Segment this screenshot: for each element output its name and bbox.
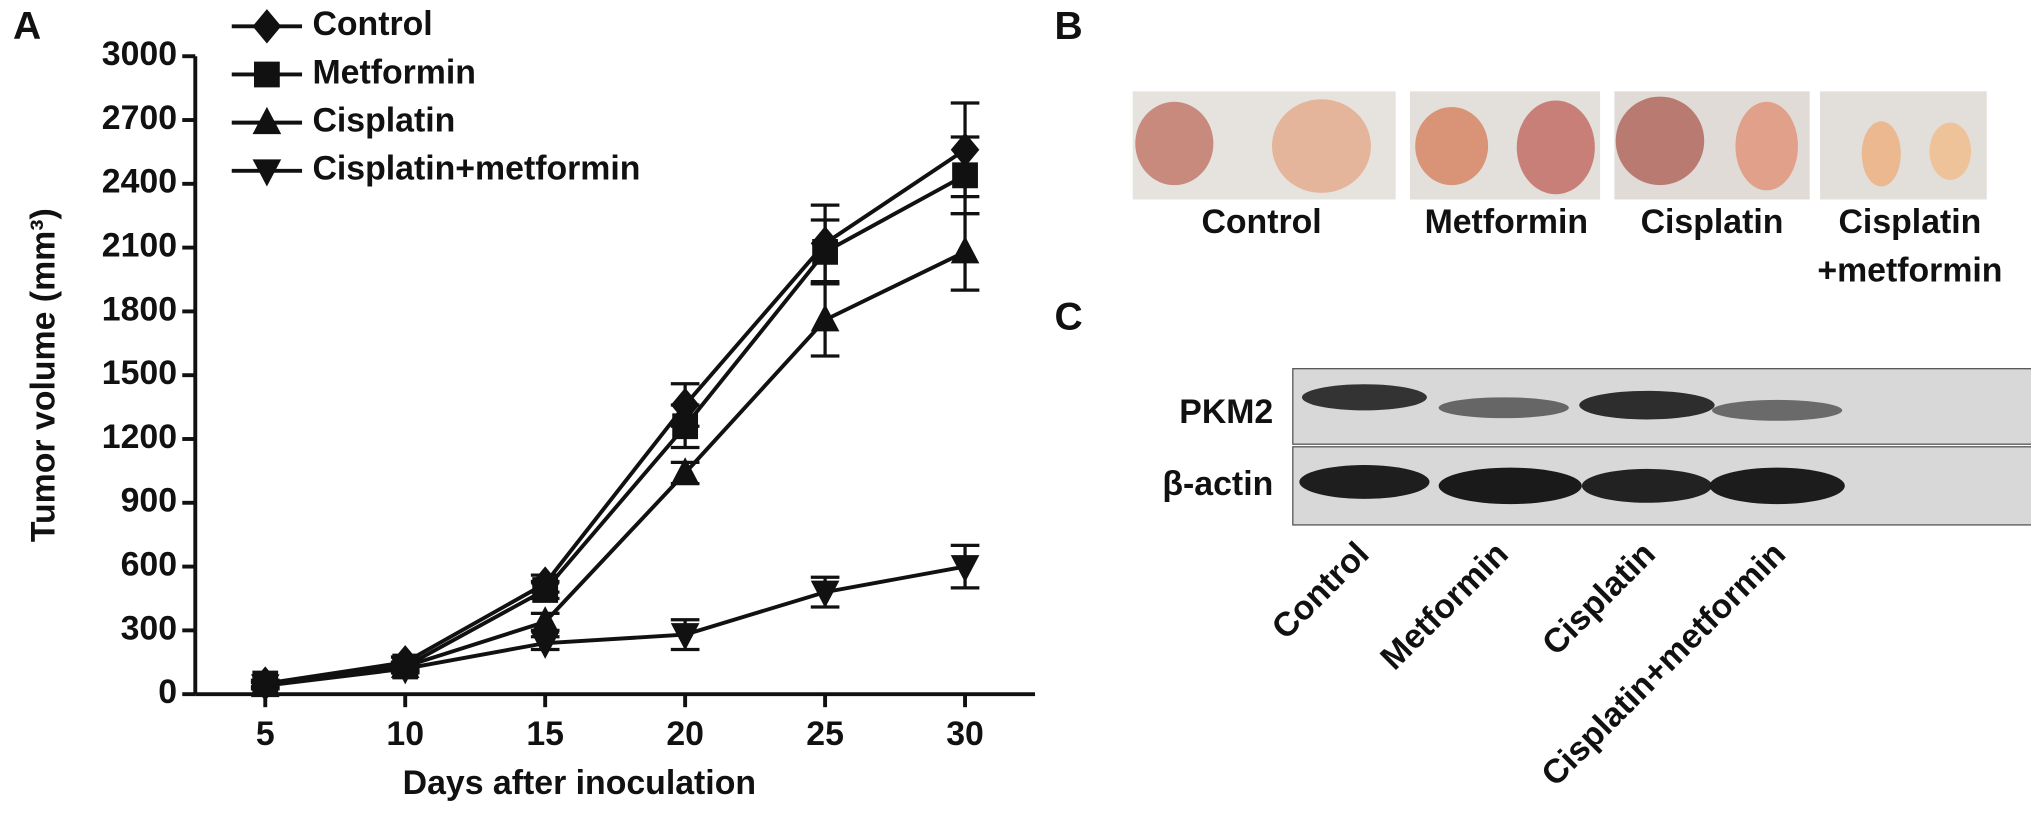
panel-label: B <box>1055 5 1083 48</box>
data-point <box>950 236 980 264</box>
series-line <box>265 250 966 688</box>
data-point <box>952 162 978 189</box>
band <box>1581 468 1713 503</box>
band <box>1579 390 1715 420</box>
data-point <box>812 238 838 265</box>
photo-label: Cisplatin <box>1838 203 1981 241</box>
data-point <box>810 304 840 332</box>
data-point <box>670 457 700 485</box>
legend-marker <box>254 61 280 88</box>
series-line <box>265 173 966 686</box>
x-tick-label: 10 <box>386 715 424 753</box>
legend-label: Metformin <box>312 53 476 91</box>
data-point <box>672 413 699 440</box>
legend-label: Cisplatin+metformin <box>312 150 640 188</box>
y-tick-label: 900 <box>121 482 177 520</box>
lane-label: Cisplatin <box>1535 535 1663 663</box>
x-tick-label: 5 <box>256 715 275 753</box>
tumor <box>1135 101 1214 186</box>
data-point <box>250 674 280 702</box>
series-line <box>264 148 967 686</box>
tumor <box>1735 101 1798 191</box>
band <box>1438 397 1569 419</box>
y-axis-title: Tumor volume (mm³) <box>25 208 63 542</box>
band <box>1299 465 1430 499</box>
series-line <box>265 564 966 688</box>
band <box>1301 384 1427 411</box>
tumor <box>1516 100 1595 195</box>
lane-label: Metformin <box>1373 535 1515 677</box>
legend-marker <box>252 9 282 44</box>
data-point <box>390 657 420 685</box>
data-point <box>530 606 560 634</box>
x-tick-label: 15 <box>526 715 564 753</box>
blot-row-label: β-actin <box>1162 465 1273 503</box>
lane-label: Control <box>1264 535 1376 647</box>
blot-row-label: PKM2 <box>1179 393 1273 431</box>
y-tick-label: 2100 <box>102 227 177 265</box>
tumor <box>1861 121 1901 187</box>
x-tick-label: 30 <box>946 715 984 753</box>
x-tick-label: 20 <box>666 715 704 753</box>
x-axis-title: Days after inoculation <box>403 764 756 802</box>
photo-label: Metformin <box>1425 203 1589 241</box>
legend-marker <box>252 159 282 187</box>
photo-label: Cisplatin <box>1641 203 1784 241</box>
x-tick-label: 25 <box>806 715 844 753</box>
data-point <box>530 631 560 659</box>
tumor <box>1271 99 1371 193</box>
tumor <box>1415 107 1489 186</box>
photo-label: +metformin <box>1817 251 2002 289</box>
y-tick-label: 2400 <box>102 163 177 201</box>
band <box>1712 399 1843 421</box>
lane-label: Cisplatin+metformin <box>1534 535 1793 794</box>
western-blot <box>1292 368 2031 526</box>
y-tick-label: 1500 <box>102 354 177 392</box>
legend-label: Control <box>312 5 432 43</box>
legend-label: Cisplatin <box>312 102 455 140</box>
data-point <box>810 580 840 608</box>
data-point <box>670 623 700 651</box>
legend-marker <box>252 106 282 135</box>
tumor <box>1929 122 1972 180</box>
y-tick-label: 1800 <box>102 290 177 328</box>
tumor <box>1615 96 1705 186</box>
y-tick-label: 3000 <box>102 35 177 73</box>
panel-label: C <box>1055 296 1083 339</box>
y-tick-label: 300 <box>121 609 177 647</box>
y-tick-label: 600 <box>121 546 177 584</box>
band <box>1438 467 1582 505</box>
photo-label: Control <box>1201 203 1321 241</box>
data-point <box>532 577 559 603</box>
panel-label: A <box>13 5 41 48</box>
y-tick-label: 1200 <box>102 418 177 456</box>
data-point <box>950 555 980 583</box>
y-tick-label: 2700 <box>102 99 177 137</box>
tumor-photos <box>1132 91 1987 200</box>
y-tick-label: 0 <box>158 673 177 711</box>
band <box>1709 467 1845 505</box>
